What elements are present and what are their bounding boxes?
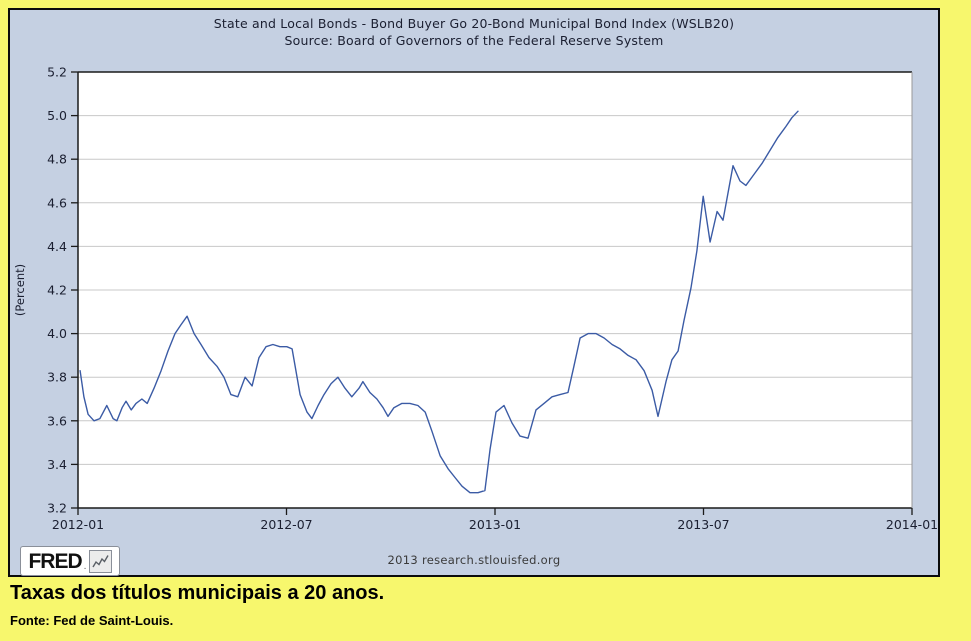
svg-text:4.8: 4.8 [47,152,67,167]
svg-text:2012-01: 2012-01 [52,517,104,532]
svg-text:5.2: 5.2 [47,65,67,80]
svg-text:4.0: 4.0 [47,326,67,341]
svg-text:5.0: 5.0 [47,108,67,123]
svg-text:2013-01: 2013-01 [469,517,521,532]
chart-subtitle: Source: Board of Governors of the Federa… [284,33,664,48]
chart-panel: State and Local Bonds - Bond Buyer Go 20… [8,8,940,577]
svg-text:4.4: 4.4 [47,239,67,254]
fred-logo-text: FRED [28,549,82,573]
caption-title: Taxas dos títulos municipais a 20 anos. [10,582,385,604]
fred-logo-mark: . [83,562,87,572]
fred-chart-icon [88,549,112,573]
svg-text:3.6: 3.6 [47,413,67,428]
chart-title: State and Local Bonds - Bond Buyer Go 20… [213,16,735,31]
source-credit: 2013 research.stlouisfed.org [387,553,561,567]
svg-text:2012-07: 2012-07 [260,517,312,532]
svg-text:3.2: 3.2 [47,501,67,516]
svg-text:2014-01: 2014-01 [886,517,938,532]
line-chart: 5.2 5.0 4.8 4.6 4.4 4.2 4.0 3.8 3.6 3.4 3.22012-01… [13,65,938,533]
svg-text:3.8: 3.8 [47,370,67,385]
svg-text:2013-07: 2013-07 [677,517,729,532]
svg-text:4.6: 4.6 [47,195,67,210]
svg-text:3.4: 3.4 [47,457,67,472]
fred-logo: FRED . [20,546,120,576]
svg-text:4.2: 4.2 [47,283,67,298]
caption-source: Fonte: Fed de Saint-Louis. [10,613,174,628]
svg-text:(Percent): (Percent) [13,264,27,316]
